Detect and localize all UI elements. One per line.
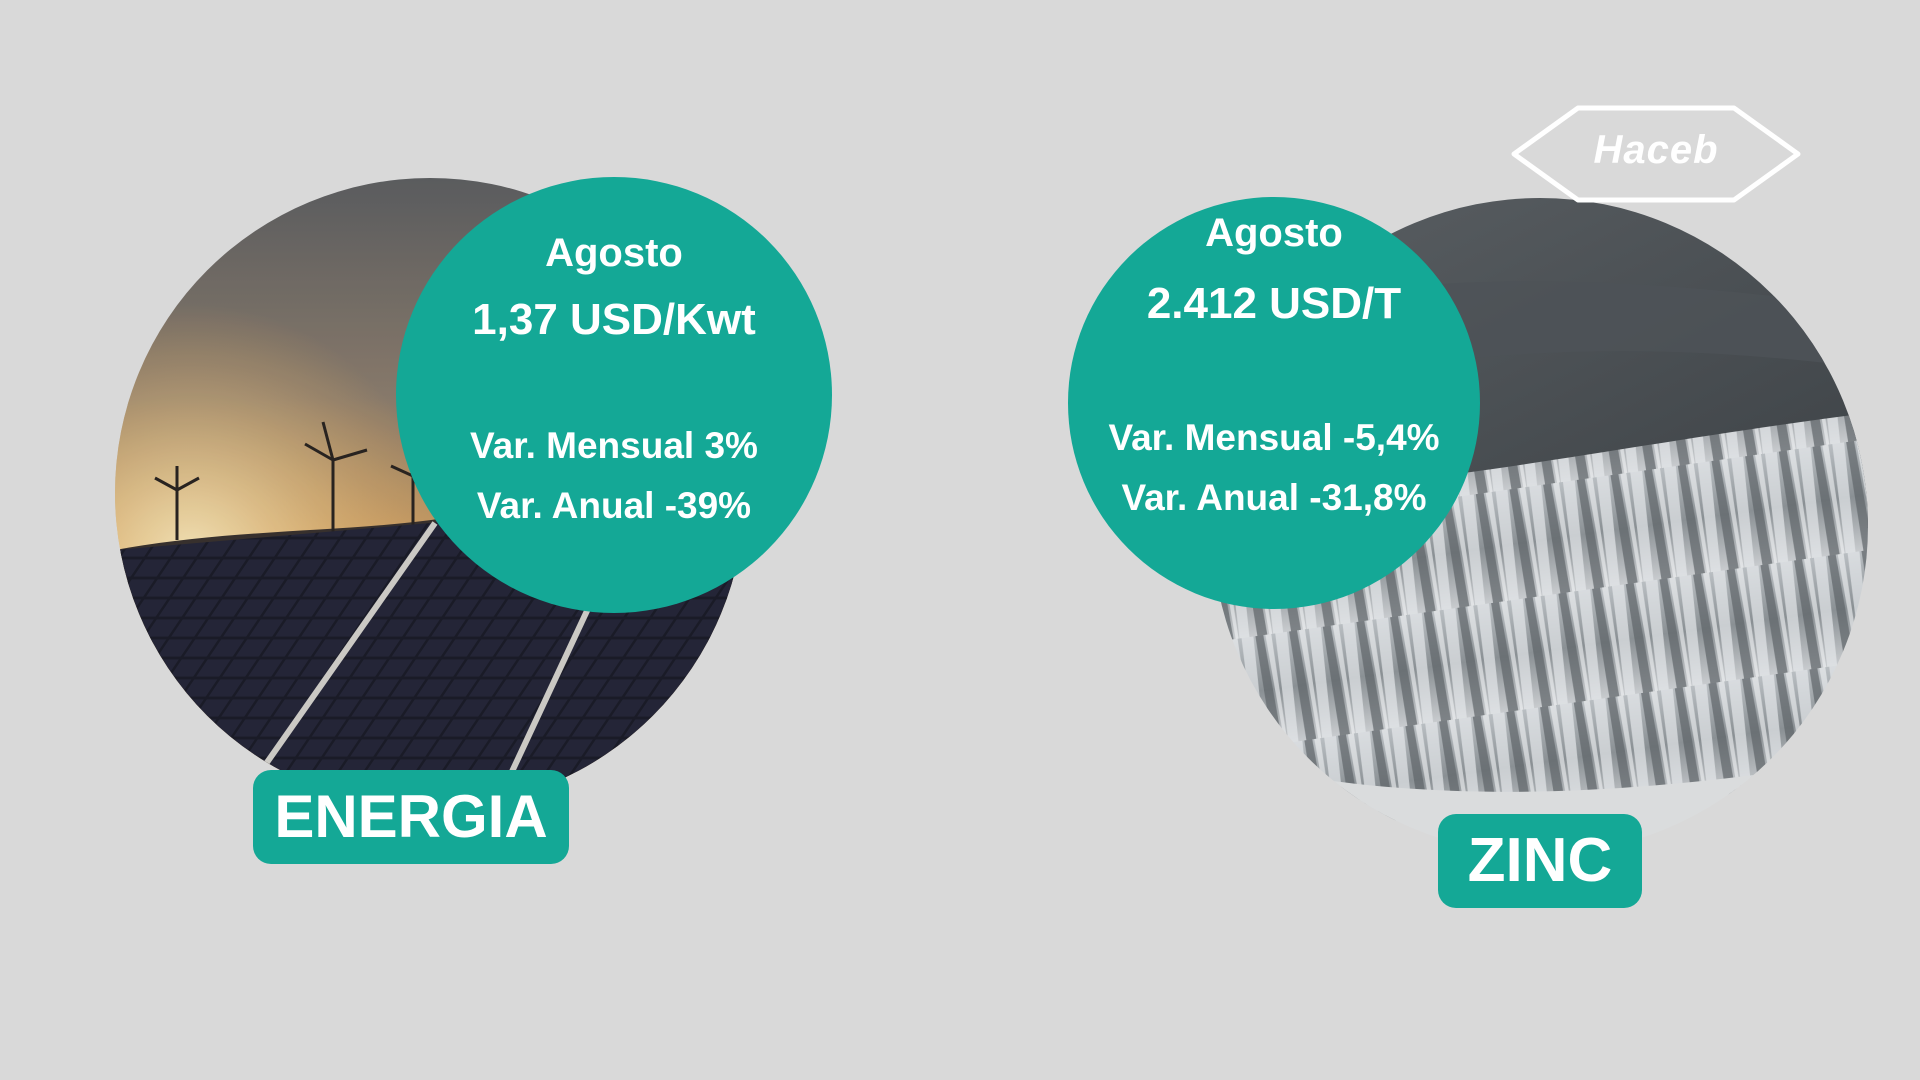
energy-month: Agosto <box>396 231 832 276</box>
haceb-logo: Haceb <box>1508 102 1804 206</box>
zinc-info-circle: Agosto 2.412 USD/T Var. Mensual -5,4% Va… <box>1068 197 1480 609</box>
zinc-label: ZINC <box>1438 814 1642 908</box>
energy-info-circle: Agosto 1,37 USD/Kwt Var. Mensual 3% Var.… <box>396 177 832 613</box>
energy-label: ENERGIA <box>253 770 569 864</box>
zinc-monthly-variation: Var. Mensual -5,4% <box>1068 417 1480 459</box>
zinc-month: Agosto <box>1068 211 1480 256</box>
zinc-price: 2.412 USD/T <box>1068 279 1480 329</box>
energy-annual-variation: Var. Anual -39% <box>396 485 832 527</box>
energy-price: 1,37 USD/Kwt <box>396 295 832 345</box>
haceb-logo-text: Haceb <box>1508 128 1804 173</box>
zinc-annual-variation: Var. Anual -31,8% <box>1068 477 1480 519</box>
energy-monthly-variation: Var. Mensual 3% <box>396 425 832 467</box>
